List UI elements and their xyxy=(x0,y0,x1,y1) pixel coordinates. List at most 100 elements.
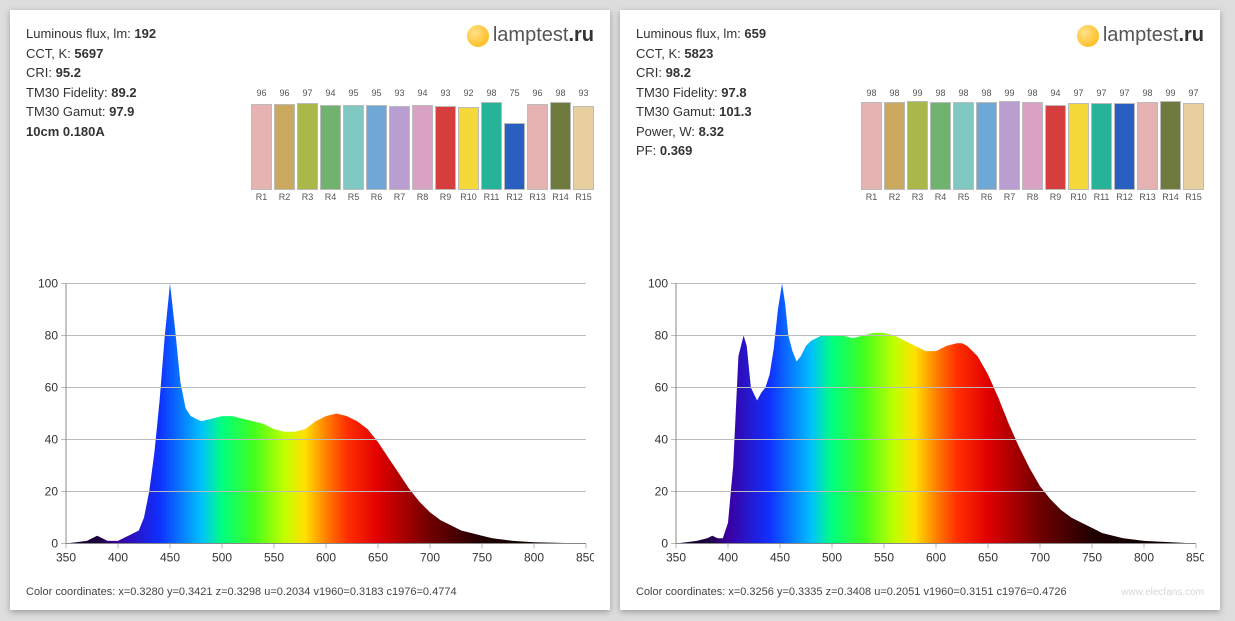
cri-bar-rect xyxy=(1045,105,1066,190)
y-tick-label: 100 xyxy=(648,277,668,291)
cri-bar: 96 R2 xyxy=(274,88,295,202)
cri-bar-rect xyxy=(999,101,1020,190)
cri-label: R9 xyxy=(440,192,452,202)
cri-bar: 97R12 xyxy=(1114,88,1135,202)
cri-value: 99 xyxy=(1004,88,1014,100)
cri-label: R1 xyxy=(256,192,268,202)
cri-bar: 98R2 xyxy=(884,88,905,202)
brand-suffix: .ru xyxy=(1178,24,1204,46)
stat-value: 192 xyxy=(134,26,156,41)
stat-value: 89.2 xyxy=(111,85,136,100)
cri-value: 95 xyxy=(348,88,358,100)
cri-value: 98 xyxy=(958,88,968,100)
cri-bar: 94R4 xyxy=(320,88,341,202)
cri-value: 98 xyxy=(935,88,945,100)
cri-bar-rect xyxy=(1091,103,1112,190)
stat-value: 659 xyxy=(744,26,766,41)
cri-value: 92 xyxy=(463,88,473,100)
cri-bar-rect xyxy=(504,123,525,191)
x-tick-label: 850 xyxy=(1186,551,1204,565)
stat-value: 95.2 xyxy=(56,65,81,80)
brand-logo: lamptest.ru xyxy=(1077,24,1204,47)
cri-bar: 95R6 xyxy=(366,88,387,202)
y-tick-label: 0 xyxy=(51,537,58,551)
cri-bar-rect xyxy=(481,102,502,190)
x-tick-label: 550 xyxy=(264,551,284,565)
cri-bar: 94 R8 xyxy=(412,88,433,202)
cri-bar-rect xyxy=(1114,103,1135,190)
cri-bar-rect xyxy=(550,102,571,190)
y-tick-label: 20 xyxy=(655,485,669,499)
cri-value: 97 xyxy=(1188,88,1198,100)
cri-bar-rect xyxy=(274,104,295,190)
cri-value: 96 xyxy=(256,88,266,100)
cri-value: 94 xyxy=(325,88,335,100)
stat-value: 97.9 xyxy=(109,104,134,119)
stat-value: 97.8 xyxy=(721,85,746,100)
cri-bar: 98 R6 xyxy=(976,88,997,202)
cri-value: 94 xyxy=(417,88,427,100)
color-coordinates: Color coordinates: x=0.3280 y=0.3421 z=0… xyxy=(26,586,457,598)
cri-bar-rect xyxy=(1183,103,1204,190)
cri-label: R13 xyxy=(529,192,546,202)
x-tick-label: 800 xyxy=(1134,551,1154,565)
y-tick-label: 40 xyxy=(45,433,59,447)
cri-bar-rect xyxy=(458,107,479,190)
cri-bar: 97R15 xyxy=(1183,88,1204,202)
cri-bar: 93R7 xyxy=(389,88,410,202)
brand-text: lamptest.ru xyxy=(493,24,594,47)
cri-bar: 97R3 xyxy=(297,88,318,202)
stat-label: CRI: xyxy=(636,65,662,80)
x-tick-label: 450 xyxy=(770,551,790,565)
x-tick-label: 650 xyxy=(368,551,388,565)
y-tick-label: 60 xyxy=(45,381,59,395)
x-tick-label: 750 xyxy=(1082,551,1102,565)
cri-bar: 93R15 xyxy=(573,88,594,202)
cri-bar-rect xyxy=(1068,103,1089,190)
stat-label: CCT, K: xyxy=(636,46,681,61)
cri-bar: 98R8 xyxy=(1022,88,1043,202)
cri-bar: 99R14 xyxy=(1160,88,1181,202)
cri-value: 93 xyxy=(440,88,450,100)
cri-bars: 98R198R299R398R498R598R699R798R894R997R1… xyxy=(861,88,1204,202)
cri-value: 98 xyxy=(866,88,876,100)
cri-bar-rect xyxy=(251,104,272,190)
cri-label: R2 xyxy=(889,192,901,202)
cri-value: 98 xyxy=(1027,88,1037,100)
stat-value: 8.32 xyxy=(699,124,724,139)
cri-bar: 98R14 xyxy=(550,88,571,202)
stat-value: 5823 xyxy=(684,46,713,61)
bulb-icon xyxy=(1077,25,1099,47)
cri-bar-rect xyxy=(1160,101,1181,190)
cri-bar-rect xyxy=(1022,102,1043,190)
cri-bar-rect xyxy=(343,105,364,191)
stat-label: TM30 Fidelity: xyxy=(636,85,718,100)
y-tick-label: 60 xyxy=(655,381,669,395)
cri-label: R2 xyxy=(279,192,291,202)
cri-value: 97 xyxy=(1119,88,1129,100)
stat-label: CCT, K: xyxy=(26,46,71,61)
cri-label: R8 xyxy=(417,192,429,202)
stat-value: 0.369 xyxy=(660,143,693,158)
cri-label: R10 xyxy=(1070,192,1087,202)
cri-value: 96 xyxy=(279,88,289,100)
cri-bar: 94R9 xyxy=(1045,88,1066,202)
cri-label: R6 xyxy=(981,192,993,202)
cri-bar-rect xyxy=(976,102,997,190)
cri-label: R3 xyxy=(912,192,924,202)
cri-label: R1 xyxy=(866,192,878,202)
cri-value: 99 xyxy=(1165,88,1175,100)
cri-label: R11 xyxy=(1094,192,1110,202)
x-tick-label: 400 xyxy=(108,551,128,565)
brand-text: lamptest.ru xyxy=(1103,24,1204,47)
cri-label: R14 xyxy=(552,192,569,202)
cri-bar: 98R11 xyxy=(481,88,502,202)
cri-bar: 97R10 xyxy=(1068,88,1089,202)
stat-value: 101.3 xyxy=(719,104,752,119)
cri-bar-rect xyxy=(320,105,341,190)
watermark: www.elecfans.com xyxy=(1121,587,1204,598)
cri-value: 97 xyxy=(1096,88,1106,100)
cri-bar-rect xyxy=(884,102,905,190)
cri-bar: 98R13 xyxy=(1137,88,1158,202)
cri-value: 98 xyxy=(981,88,991,100)
